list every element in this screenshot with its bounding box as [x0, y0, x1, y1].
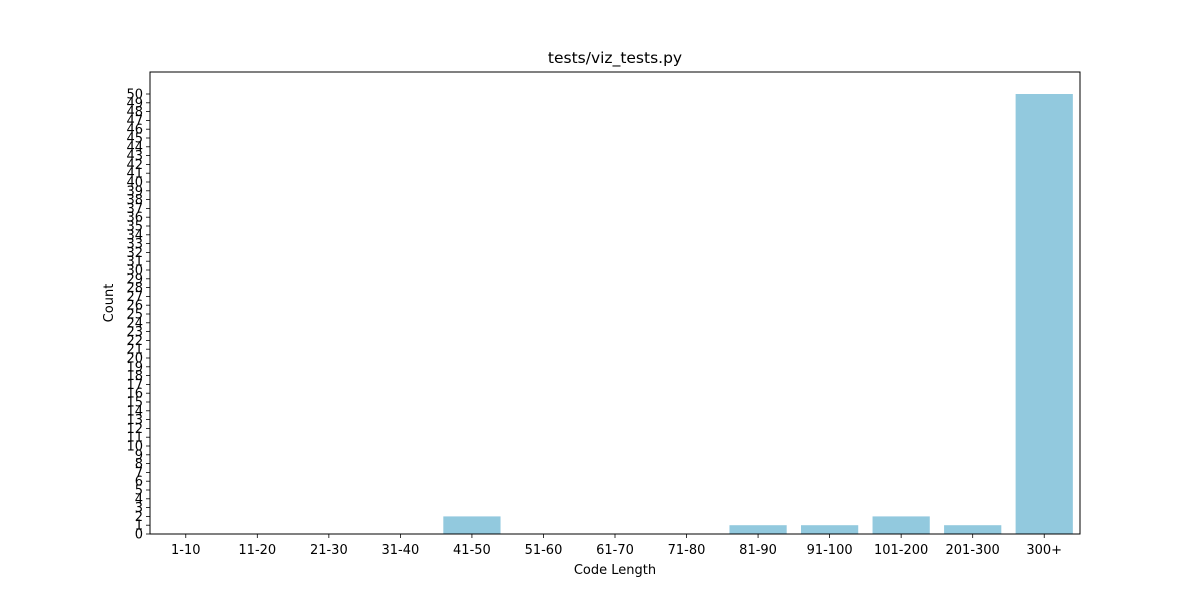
y-tick-label: 15	[126, 396, 143, 411]
y-tick-label: 7	[135, 466, 143, 481]
y-tick-label: 42	[126, 158, 143, 173]
y-tick-label: 31	[126, 255, 143, 270]
y-tick-label: 45	[126, 132, 143, 147]
bar-41-50	[443, 516, 501, 534]
x-tick-label: 201-300	[946, 543, 1000, 558]
y-tick-label: 50	[126, 88, 143, 103]
y-tick-label: 43	[126, 149, 143, 164]
y-tick-label: 34	[126, 228, 143, 243]
bar-81-90	[729, 525, 787, 534]
x-tick-label: 101-200	[874, 543, 928, 558]
x-tick-label: 91-100	[807, 543, 853, 558]
y-tick-label: 47	[126, 114, 143, 129]
y-tick-label: 21	[126, 343, 143, 358]
bar-201-300	[944, 525, 1002, 534]
x-tick-label: 51-60	[525, 543, 563, 558]
y-tick-label: 22	[126, 334, 143, 349]
x-tick-label: 1-10	[171, 543, 201, 558]
y-tick-label: 24	[126, 316, 143, 331]
y-tick-label: 1	[135, 519, 143, 534]
y-tick-label: 20	[126, 352, 143, 367]
y-tick-label: 2	[135, 510, 143, 525]
y-tick-label: 17	[126, 378, 143, 393]
y-tick-label: 14	[126, 404, 143, 419]
y-tick-label: 8	[135, 457, 143, 472]
x-tick-label: 31-40	[381, 543, 419, 558]
y-tick-label: 32	[126, 246, 143, 261]
y-tick-label: 18	[126, 369, 143, 384]
y-tick-label: 13	[126, 413, 143, 428]
y-tick-label: 27	[126, 290, 143, 305]
y-tick-label: 29	[126, 272, 143, 287]
y-tick-label: 5	[135, 484, 143, 499]
y-tick-label: 28	[126, 281, 143, 296]
y-tick-label: 16	[126, 387, 143, 402]
y-tick-label: 40	[126, 176, 143, 191]
y-tick-label: 36	[126, 211, 143, 226]
y-tick-label: 37	[126, 202, 143, 217]
y-tick-label: 6	[135, 475, 143, 490]
y-tick-label: 35	[126, 220, 143, 235]
x-tick-label: 41-50	[453, 543, 491, 558]
y-tick-label: 38	[126, 193, 143, 208]
y-tick-label: 0	[135, 528, 143, 543]
x-tick-label: 81-90	[739, 543, 777, 558]
y-axis-ticks: 0123456789101112131415161718192021222324…	[126, 88, 150, 543]
y-tick-label: 4	[135, 492, 143, 507]
x-tick-label: 61-70	[596, 543, 634, 558]
y-tick-label: 41	[126, 167, 143, 182]
y-tick-label: 26	[126, 299, 143, 314]
y-tick-label: 30	[126, 264, 143, 279]
y-tick-label: 33	[126, 237, 143, 252]
x-tick-label: 71-80	[668, 543, 706, 558]
y-tick-label: 44	[126, 140, 143, 155]
y-tick-label: 3	[135, 501, 143, 516]
chart-title: tests/viz_tests.py	[548, 49, 682, 68]
y-tick-label: 12	[126, 422, 143, 437]
plot-frame	[149, 71, 1081, 535]
y-tick-label: 49	[126, 96, 143, 111]
y-tick-label: 39	[126, 184, 143, 199]
x-axis-label: Code Length	[574, 563, 656, 578]
x-tick-label: 21-30	[310, 543, 348, 558]
y-axis-label: Count	[102, 284, 117, 323]
y-tick-label: 9	[135, 448, 143, 463]
bar-91-100	[801, 525, 859, 534]
y-tick-label: 48	[126, 105, 143, 120]
y-tick-label: 23	[126, 325, 143, 340]
x-tick-label: 11-20	[238, 543, 276, 558]
y-tick-label: 11	[126, 431, 143, 446]
y-tick-label: 25	[126, 308, 143, 323]
bar-300+	[1015, 94, 1073, 534]
bar-101-200	[872, 516, 930, 534]
bars-group	[443, 94, 1073, 534]
x-axis-ticks: 1-10 11-20 21-30 31-40 41-50 51-60 61-70 71-80 8…	[171, 534, 1062, 558]
y-tick-label: 10	[126, 440, 143, 455]
y-tick-label: 46	[126, 123, 143, 138]
x-tick-label: 300+	[1026, 543, 1062, 558]
y-tick-label: 19	[126, 360, 143, 375]
